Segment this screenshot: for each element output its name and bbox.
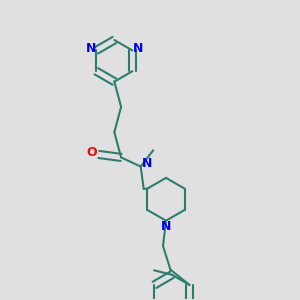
- Text: N: N: [161, 220, 171, 232]
- Text: N: N: [86, 42, 96, 56]
- Text: N: N: [133, 42, 143, 56]
- Text: O: O: [86, 146, 97, 160]
- Text: N: N: [142, 157, 152, 169]
